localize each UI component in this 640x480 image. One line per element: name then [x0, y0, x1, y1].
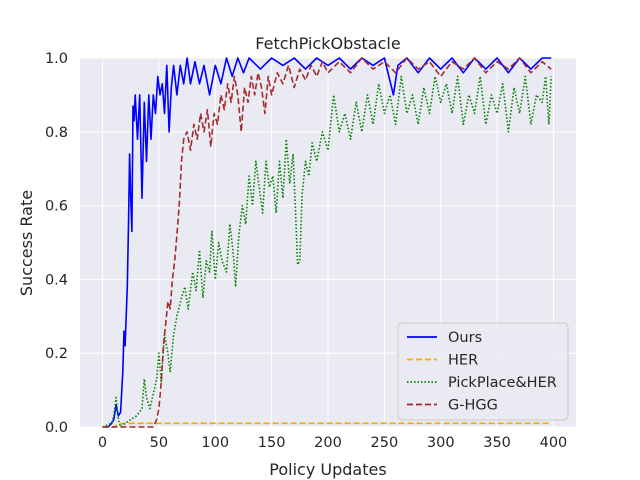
legend-label-1: HER: [448, 353, 478, 369]
y-tick-label: 0.6: [45, 199, 68, 215]
x-tick-label: 200: [314, 435, 342, 451]
x-tick-label: 150: [258, 435, 286, 451]
y-axis-label: Success Rate: [17, 190, 36, 296]
x-tick-label: 400: [540, 435, 568, 451]
y-tick-label: 0.8: [45, 125, 68, 141]
legend-label-2: PickPlace&HER: [448, 375, 557, 391]
x-axis-label: Policy Updates: [269, 460, 386, 479]
y-tick-label: 0.2: [45, 346, 68, 362]
x-tick-label: 50: [150, 435, 168, 451]
legend-box: [397, 322, 569, 421]
x-tick-label: 0: [98, 435, 107, 451]
x-tick-label: 350: [483, 435, 511, 451]
legend: Ours HER PickPlace&HER G-HGG: [397, 322, 569, 421]
series-lines: [102, 57, 552, 428]
x-tick-label: 300: [427, 435, 455, 451]
y-tick-label: 0.0: [45, 420, 68, 436]
x-tick-label: 250: [371, 435, 399, 451]
y-tick-labels: 0.0 0.2 0.4 0.6 0.8 1.0: [45, 51, 68, 436]
y-tick-label: 0.4: [45, 272, 68, 288]
x-tick-label: 100: [201, 435, 229, 451]
legend-label-0: Ours: [448, 330, 482, 346]
x-tick-labels: 0 50 100 150 200 250 300 350 400: [98, 435, 567, 451]
series-line-3: [102, 57, 552, 428]
chart-title: FetchPickObstacle: [255, 34, 400, 53]
series-line-1: [102, 422, 552, 428]
legend-label-3: G-HGG: [448, 398, 498, 414]
y-tick-label: 1.0: [45, 51, 68, 67]
